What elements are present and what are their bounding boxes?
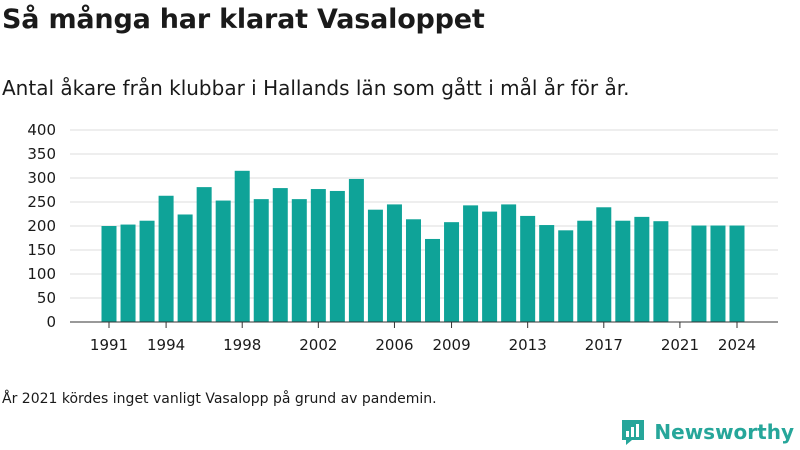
bar [253,199,269,322]
y-tick-label: 250 [27,193,56,211]
bar [234,170,250,322]
bar [215,200,231,322]
bar [729,225,745,322]
bar [196,187,212,322]
bar [634,216,650,322]
bar [691,225,707,322]
bar [520,215,536,322]
y-tick-label: 150 [27,241,56,259]
bars [101,170,745,322]
newsworthy-logo-icon [622,420,645,445]
bar [653,221,669,322]
x-tick-label: 2017 [585,336,623,354]
bar [386,204,402,322]
bar [558,230,574,322]
x-tick-label: 1998 [223,336,261,354]
x-tick-label: 2024 [718,336,756,354]
x-tick-label: 1991 [90,336,128,354]
bar [463,205,479,322]
chart-subtitle: Antal åkare från klubbar i Hallands län … [2,76,630,100]
y-tick-label: 100 [27,265,56,283]
bar [177,214,193,322]
bar [101,226,117,322]
brand-logo: Newsworthy [620,418,794,446]
bar [577,220,593,322]
bar [139,220,155,322]
axes [70,321,778,328]
y-tick-label: 200 [27,217,56,235]
bar [272,188,288,322]
bar [501,204,517,322]
x-tick-label: 2002 [299,336,337,354]
bar [710,225,726,322]
bar [425,238,441,322]
bar [405,219,421,322]
brand-name: Newsworthy [654,420,794,444]
y-tick-label: 0 [46,313,56,331]
y-tick-label: 50 [37,289,56,307]
x-tick-label: 2009 [432,336,470,354]
grid-lines [70,129,778,299]
bar [310,189,326,322]
bar [158,195,174,322]
x-tick-label: 2013 [509,336,547,354]
chart-title: Så många har klarat Vasaloppet [2,4,485,35]
footnote: År 2021 kördes inget vanligt Vasalopp på… [2,391,437,407]
y-tick-label: 300 [27,169,56,187]
tick-labels: 0 50 100 150 200 250 300 350 400 1991 1994 1998 2002… [27,121,756,354]
y-tick-label: 350 [27,145,56,163]
bar [291,199,307,322]
bar [367,209,383,322]
bar [615,220,631,322]
bar [539,225,555,322]
x-tick-label: 2006 [375,336,413,354]
bar [120,224,136,322]
bar [348,178,364,322]
bar [444,222,460,322]
bar [329,190,345,322]
x-tick-label: 2021 [661,336,699,354]
bar [596,207,612,322]
bar-chart: 0 50 100 150 200 250 300 350 400 1991 1994 1998 2002… [27,121,778,354]
x-tick-label: 1994 [147,336,185,354]
y-tick-label: 400 [27,121,56,139]
bar [482,211,498,322]
